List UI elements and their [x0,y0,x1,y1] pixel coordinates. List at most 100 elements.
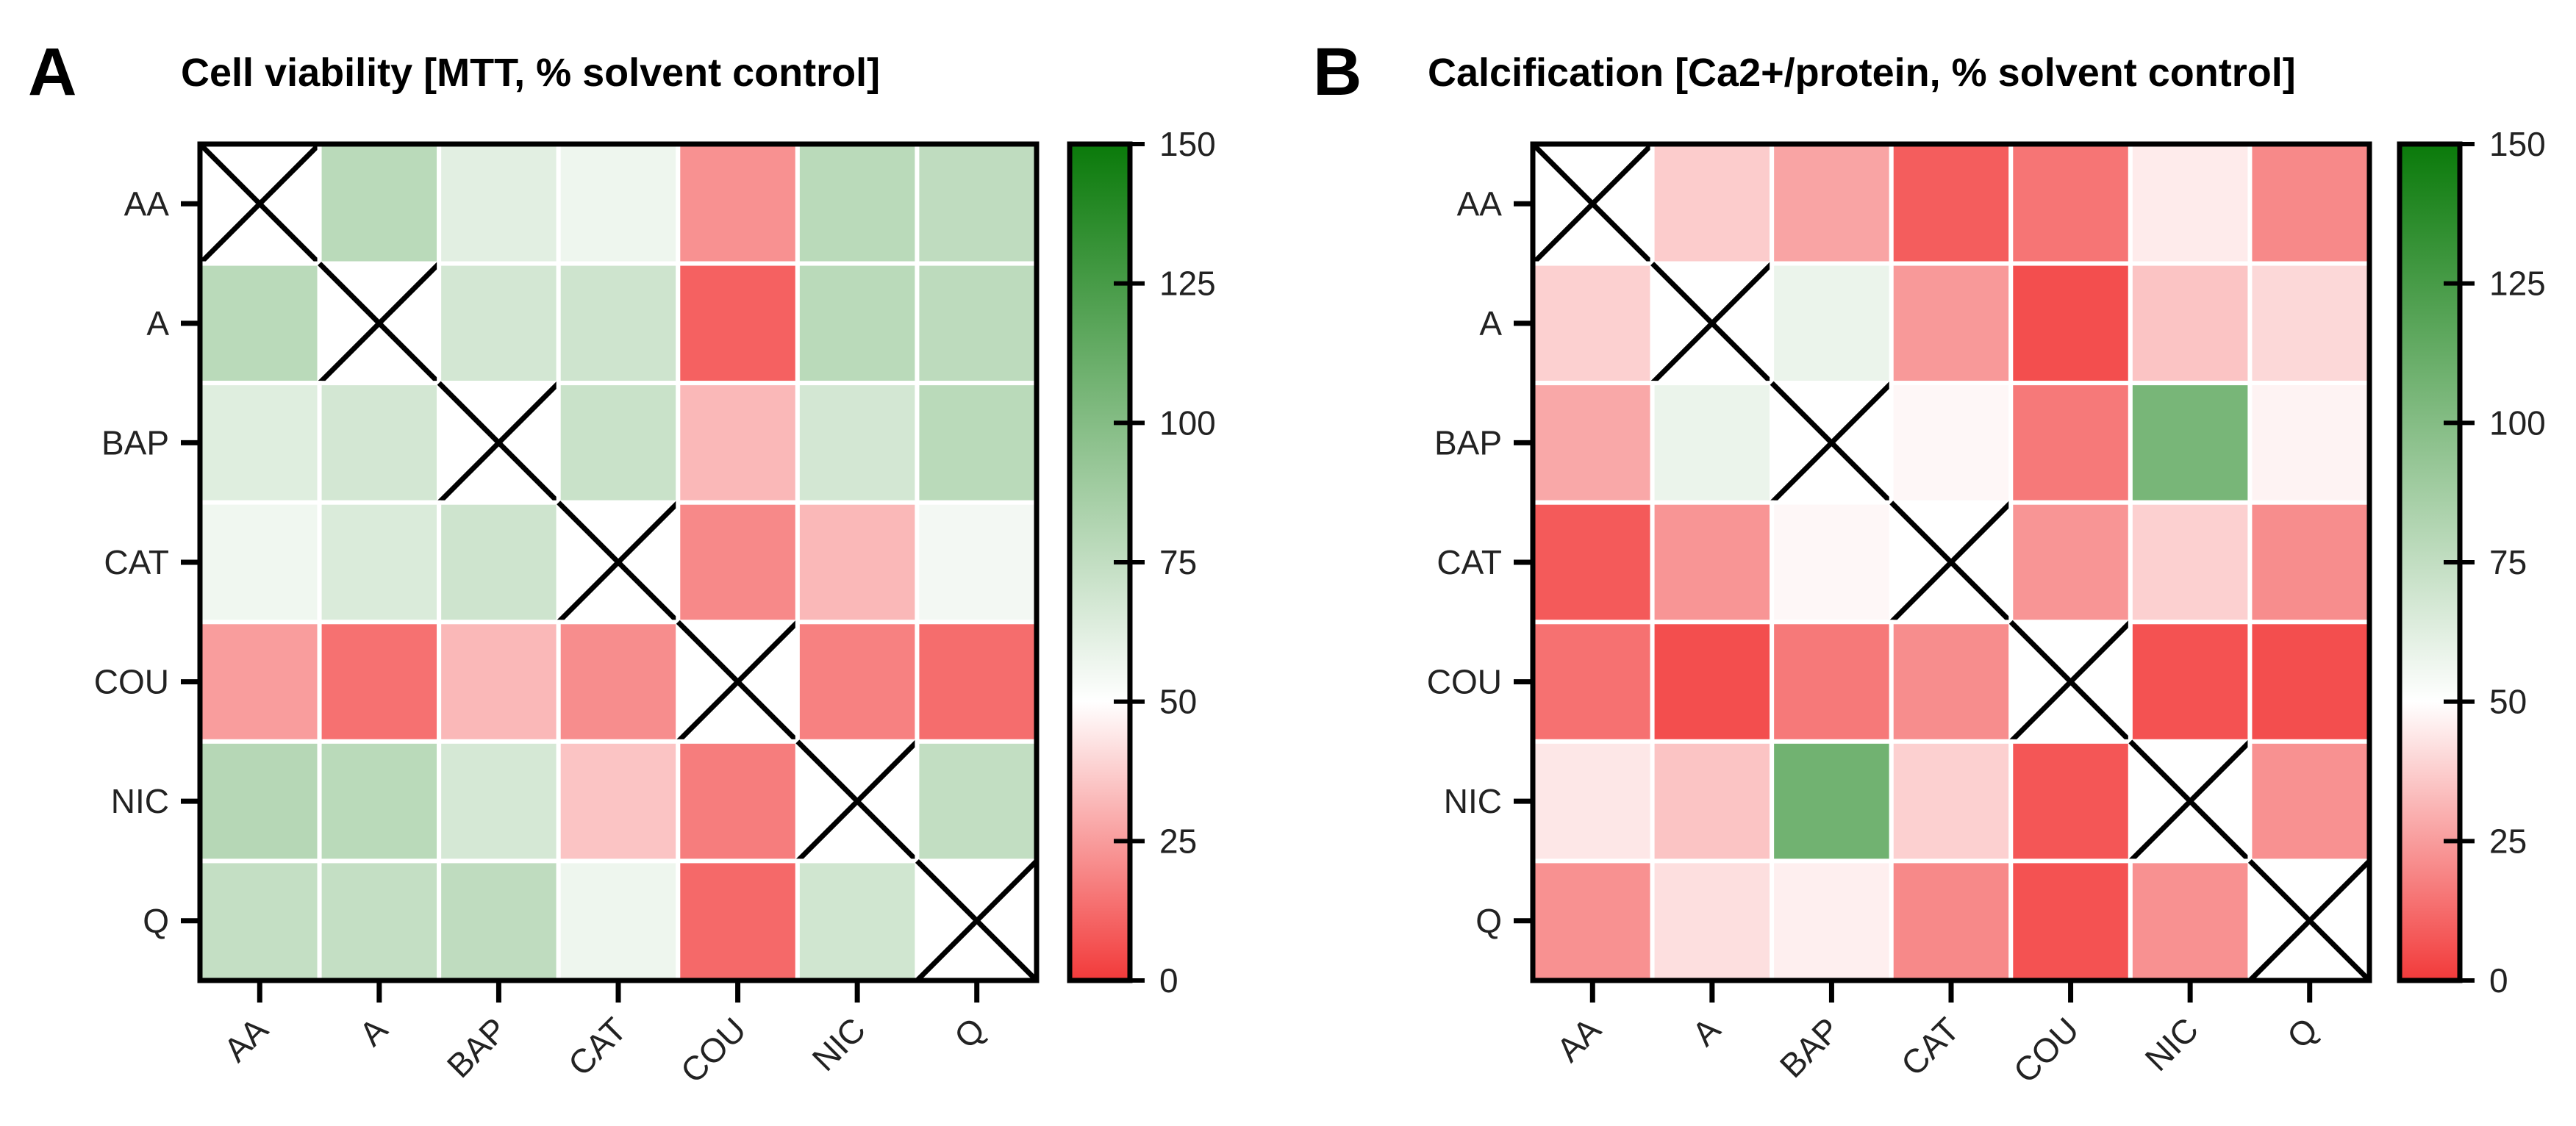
heatmap-cell [1650,381,1775,505]
heatmap-cell [317,381,442,505]
y-tick-label: Q [1475,902,1502,940]
heatmap-cell [1650,858,1775,983]
heatmap-cell [1531,739,1655,864]
heatmap-cell [198,500,322,625]
x-tick-label: A [1684,1010,1728,1053]
heatmap-cell [1889,142,2014,266]
y-tick-label: COU [94,663,169,701]
heatmap-cell [1770,858,1894,983]
x-tick-label: AA [216,1010,275,1069]
x-tick-label: CAT [561,1010,634,1083]
colorbar-tick-label: 0 [2489,961,2508,1000]
x-tick-label: AA [1549,1010,1608,1069]
colorbar-tick-label: 100 [2489,404,2546,442]
heatmap-cell [2247,739,2372,864]
panel-b-letter: B [1313,35,1362,110]
colorbar-tick-label: 100 [1159,404,1216,442]
y-tick-label: A [1479,304,1502,343]
heatmap-cell [556,381,681,505]
x-tick-label: NIC [2137,1010,2205,1078]
colorbar-tick-label: 75 [1159,543,1197,581]
y-tick-label: Q [143,902,169,940]
heatmap-cell [676,739,800,864]
heatmap-cell [1770,500,1894,625]
heatmap-cell [2008,261,2133,386]
x-tick-label: A [351,1010,395,1053]
colorbar-tick-label: 50 [1159,683,1197,721]
heatmap-cell [2247,500,2372,625]
heatmap-cell [1770,261,1894,386]
y-tick-label: AA [1457,184,1503,223]
heatmap-cell [317,858,442,983]
heatmap-cell [915,261,1040,386]
heatmap-cell [1889,739,2014,864]
diagonal-cross-mark [915,858,1039,983]
heatmap-cell [1889,620,2014,744]
colorbar-tick-label: 0 [1159,961,1178,1000]
heatmap-cell [915,620,1040,744]
heatmap-cell [676,261,800,386]
y-tick-label: AA [124,184,170,223]
heatmap-cell [2247,381,2372,505]
diagonal-cross-mark [1650,262,1774,385]
colorbar-tick-label: 50 [2489,683,2527,721]
heatmap-cell [437,858,561,983]
heatmap-cell [198,739,322,864]
diagonal-cross-mark [318,262,441,385]
y-tick-label: CAT [1437,543,1502,581]
heatmap-cell [676,500,800,625]
heatmap-cell [2128,381,2253,505]
heatmap-cell [1650,739,1775,864]
y-tick-label: CAT [104,543,169,581]
heatmap-cell [2008,858,2133,983]
heatmap-cell [1650,142,1775,266]
x-tick-label: BAP [1772,1010,1847,1085]
colorbar-tick-label: 125 [1159,265,1216,303]
heatmap-cell [1889,381,2014,505]
heatmap-cell [1770,142,1894,266]
heatmap-cell [437,142,561,266]
x-tick-label: NIC [804,1010,873,1078]
heatmap-cell [1889,858,2014,983]
heatmap-cell [2128,858,2253,983]
heatmap-cell [795,500,920,625]
heatmap-cell [1650,620,1775,744]
y-tick-label: NIC [111,782,169,820]
colorbar-tick-label: 25 [2489,822,2527,860]
heatmap-cell [2247,620,2372,744]
panel-a-title: Cell viability [MTT, % solvent control] [181,51,881,95]
heatmap-cell [2008,739,2133,864]
heatmap-cell [795,858,920,983]
diagonal-cross-mark [2008,620,2133,744]
diagonal-cross-mark [557,501,680,624]
diagonal-cross-mark [1889,501,2013,624]
heatmap-cell [795,620,920,744]
heatmap-cell [317,500,442,625]
heatmap-cell [437,620,561,744]
heatmap-cell [437,739,561,864]
colorbar-tick-label: 150 [1159,125,1216,163]
heatmap-cell [1531,381,1655,505]
heatmap-cell [1889,261,2014,386]
heatmap-cell [676,142,800,266]
x-tick-label: Q [947,1010,992,1055]
y-tick-label: NIC [1444,782,1502,820]
heatmap-cell [1531,500,1655,625]
x-tick-label: CAT [1894,1010,1967,1083]
heatmap-cell [1531,620,1655,744]
diagonal-cross-mark [1531,142,1655,266]
y-tick-label: A [146,304,169,343]
heatmap-cell [915,142,1040,266]
y-tick-label: BAP [1434,423,1502,462]
x-tick-label: COU [2006,1010,2086,1090]
diagonal-cross-mark [676,620,800,744]
heatmap-cell [2128,500,2253,625]
heatmap-cell [556,620,681,744]
heatmap-cell [1770,620,1894,744]
heatmap-cell [2128,620,2253,744]
heatmap-cell [915,500,1040,625]
heatmap-cell [2128,261,2253,386]
heatmap-cell [317,142,442,266]
